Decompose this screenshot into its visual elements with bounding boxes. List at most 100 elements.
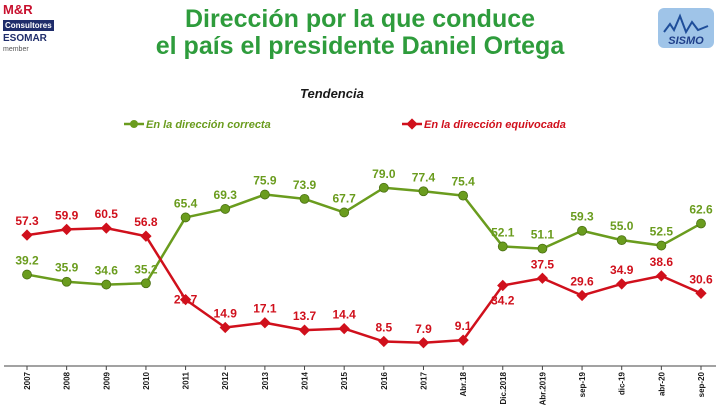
legend-marker <box>406 118 418 130</box>
data-point <box>180 212 191 223</box>
x-tick-label: 2014 <box>301 371 310 389</box>
data-point <box>577 225 587 236</box>
legend-marker <box>130 120 138 128</box>
chart-title: Dirección por la que conduce el país el … <box>0 6 720 60</box>
data-label: 17.1 <box>253 302 277 316</box>
data-label: 62.6 <box>689 203 713 217</box>
x-tick-label: dic-19 <box>618 371 627 395</box>
series-line <box>26 186 702 286</box>
data-point <box>537 243 548 254</box>
data-point <box>100 222 112 234</box>
logo-esomar: ESOMAR <box>3 33 47 44</box>
data-label: 69.3 <box>214 188 238 202</box>
data-point <box>219 321 231 334</box>
x-tick-label: Abr.2019 <box>538 371 547 405</box>
data-label: 59.3 <box>570 210 594 224</box>
x-tick-label: sep-19 <box>578 371 587 397</box>
data-label: 73.9 <box>293 178 317 192</box>
logo-brand: M&R <box>3 2 33 17</box>
data-label: 37.5 <box>531 257 555 271</box>
data-point <box>458 190 469 201</box>
data-point <box>179 293 192 306</box>
data-point <box>141 278 151 289</box>
data-label: 35.2 <box>134 262 158 276</box>
data-label: 14.9 <box>214 307 238 321</box>
data-label: 52.1 <box>491 225 515 239</box>
data-point <box>497 241 508 252</box>
data-point <box>378 182 389 193</box>
data-label: 9.1 <box>455 319 472 333</box>
data-label: 27.7 <box>174 293 198 307</box>
data-point <box>695 287 707 299</box>
x-tick-label: 2008 <box>63 371 72 389</box>
data-label: 52.5 <box>650 225 674 239</box>
data-point <box>378 335 390 348</box>
data-point <box>259 189 270 200</box>
data-label: 34.9 <box>610 263 634 277</box>
x-tick-label: Dic.2018 <box>499 371 508 404</box>
data-label: 77.4 <box>412 170 436 184</box>
data-point <box>21 229 33 241</box>
data-point <box>22 269 32 280</box>
data-label: 29.6 <box>570 274 594 288</box>
data-label: 55.0 <box>610 219 634 233</box>
data-point <box>616 278 628 290</box>
data-point <box>338 322 350 335</box>
legend-label: En la dirección correcta <box>146 119 271 131</box>
data-label: 7.9 <box>415 322 432 336</box>
data-label: 38.6 <box>650 255 674 269</box>
chart-subtitle: Tendencia <box>300 86 364 101</box>
data-point <box>417 337 430 349</box>
data-point <box>576 289 588 302</box>
legend: En la dirección correcta En la dirección … <box>124 118 566 131</box>
x-tick-label: 2011 <box>182 371 191 389</box>
data-point <box>656 240 667 251</box>
x-tick-label: 2012 <box>221 371 230 389</box>
data-point <box>655 270 668 282</box>
data-label: 13.7 <box>293 309 317 323</box>
x-tick-label: 2009 <box>102 371 111 389</box>
x-axis: 2007 2008 2009 2010 2011 2012 2013 2014 2015 2016… <box>4 365 716 405</box>
data-point <box>299 193 310 204</box>
data-point <box>418 186 429 197</box>
data-label: 75.9 <box>253 174 277 188</box>
x-tick-label: Abr.18 <box>459 371 468 396</box>
logo-consultores: Consultores <box>3 20 54 31</box>
data-point <box>61 276 72 287</box>
data-label: 39.2 <box>15 254 39 268</box>
title-line-1: Dirección por la que conduce <box>184 5 536 33</box>
series-correcta: 39.2 35.9 34.6 35.2 65.4 69.3 75.9 73.9 67.7 79.0… <box>15 167 713 290</box>
x-tick-label: abr-20 <box>657 371 666 396</box>
x-tick-label: 2016 <box>380 371 389 389</box>
title-line-2: el país el presidente Daniel Ortega <box>155 32 565 60</box>
data-label: 60.5 <box>95 207 119 221</box>
data-point <box>497 279 509 292</box>
data-label: 57.3 <box>15 214 39 228</box>
data-point <box>60 223 73 236</box>
mr-consultores-logo: M&R Consultores ESOMAR member <box>3 2 55 55</box>
data-label: 79.0 <box>372 167 396 181</box>
wave-icon <box>663 13 709 35</box>
data-point <box>536 272 549 284</box>
data-label: 51.1 <box>531 228 555 242</box>
sismo-logo-bg <box>658 8 714 48</box>
series-layer: 39.2 35.9 34.6 35.2 65.4 69.3 75.9 73.9 67.7 79.0… <box>15 167 713 349</box>
x-tick-label: sep-20 <box>697 371 706 397</box>
x-tick-label: 2017 <box>419 371 428 389</box>
data-point <box>339 207 350 218</box>
data-point <box>696 218 706 229</box>
data-label: 35.9 <box>55 261 79 275</box>
data-label: 34.6 <box>95 264 119 278</box>
data-label: 30.6 <box>689 272 713 286</box>
x-tick-label: 2013 <box>261 371 270 389</box>
x-tick-label: 2010 <box>142 371 151 389</box>
data-label: 67.7 <box>332 191 356 205</box>
data-label: 65.4 <box>174 196 198 210</box>
x-tick-label: 2015 <box>340 371 349 389</box>
data-point <box>101 279 112 290</box>
data-label: 75.4 <box>451 175 475 189</box>
data-point <box>298 324 311 336</box>
data-point <box>140 230 152 242</box>
data-label: 8.5 <box>375 320 392 334</box>
